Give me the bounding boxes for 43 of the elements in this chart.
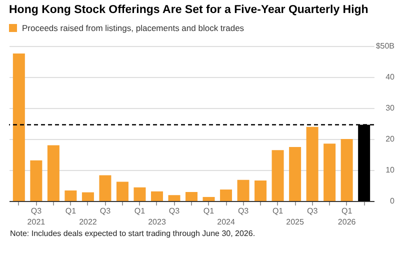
bar [150,191,163,201]
bar [64,190,77,201]
bar [168,195,180,201]
bar [12,53,25,201]
bar [30,160,42,201]
x-tick-label: Q1 2026 [338,206,356,226]
bar [272,150,284,201]
x-tick-label: Q1 [272,206,284,216]
x-tick-label: Q3 [306,206,318,216]
x-tick-label: Q3 [168,206,180,216]
bar [254,180,267,201]
bar [202,196,215,201]
legend-label: Proceeds raised from listings, placements and block trades [22,23,244,33]
bar [186,192,198,201]
bar [324,144,336,201]
x-tick-label: 2024 [217,218,236,226]
bar [237,180,250,201]
x-tick-label: Q3 [100,206,112,216]
chart-title: Hong Kong Stock Offerings Are Set for a Five-Year Quarterly High [9,4,368,16]
y-tick-label: 0 [390,196,396,206]
bar [306,126,318,201]
x-tick-label: 2023 [148,218,166,226]
x-tick-label: Q1 [203,206,215,216]
x-tick-label: Q3 2021 [27,206,46,226]
y-tick-label: $50B [376,42,394,50]
y-tick-label: 40 [386,72,396,82]
x-tick-label: Q3 [238,206,250,216]
bar [289,147,302,201]
bar [99,175,112,201]
x-tick-label: Q1 [65,206,77,216]
bar [116,182,128,201]
bar [340,139,353,201]
y-tick-label: 20 [386,134,396,144]
bar [82,192,94,201]
text: Note: Includes deals expected to start trading through June 30, 2026. [10,229,256,238]
y-tick-label: 10 [386,166,396,174]
x-tick-label: 2025 [286,218,304,226]
bar [220,190,232,201]
x-tick-label: Q1 [134,206,146,216]
bar [47,145,60,201]
y-tick-label: 30 [386,104,396,112]
bar [134,187,146,201]
x-tick-label: 2022 [79,218,98,226]
